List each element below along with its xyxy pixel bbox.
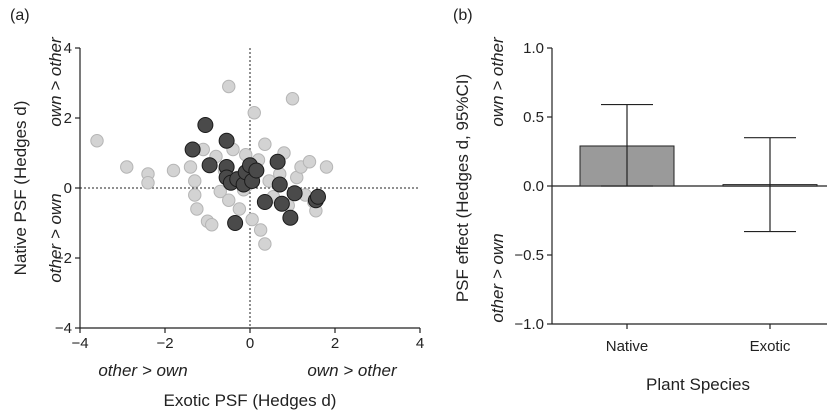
bar-tick-labels: 1.0 0.5 0.0 −0.5 −1.0 Native Exotic — [514, 40, 791, 355]
scatter-point-dark — [248, 162, 265, 179]
scatter-point-dark — [271, 176, 288, 193]
bar-y-tick-label: 1.0 — [523, 40, 544, 57]
scatter-x-tick-label: 0 — [246, 335, 254, 352]
scatter-point-light — [183, 160, 198, 174]
scatter-point-light — [319, 160, 334, 174]
panel-a-label: (a) — [10, 7, 30, 24]
bar-category-label: Exotic — [750, 338, 791, 355]
bar-y-neg-annotation: other > own — [488, 233, 507, 322]
scatter-x-tick-label: 2 — [331, 335, 339, 352]
scatter-y-tick-label: −2 — [55, 250, 72, 267]
scatter-point-light — [222, 193, 236, 207]
bar-panel: (b) 1.0 0.5 0.0 −0.5 −1.0 Native Exotic Plant … — [453, 7, 827, 394]
scatter-point-light — [253, 223, 268, 237]
bar-y-tick-label: −0.5 — [514, 247, 544, 264]
scatter-point-light — [205, 218, 219, 232]
scatter-y-tick-label: −4 — [55, 320, 72, 337]
bar-axes — [547, 47, 827, 329]
scatter-x-axis-label: Exotic PSF (Hedges d) — [164, 391, 337, 410]
scatter-panel: (a) −4 −2 0 2 4 4 2 0 −2 −4 Exotic PSF (Hedges d)… — [10, 7, 424, 410]
scatter-y-tick-label: 2 — [64, 110, 72, 127]
scatter-y-tick-label: 4 — [64, 40, 72, 57]
bar-x-axis-label: Plant Species — [646, 375, 750, 394]
scatter-point-dark — [197, 117, 214, 133]
scatter-point-dark — [310, 188, 326, 205]
bars — [579, 103, 818, 233]
scatter-x-pos-annotation: own > other — [307, 361, 398, 380]
bar-y-tick-label: 0.0 — [523, 178, 544, 195]
scatter-point-dark — [269, 153, 286, 170]
scatter-point-light — [247, 106, 261, 120]
scatter-x-neg-annotation: other > own — [98, 361, 187, 380]
scatter-point-light — [141, 176, 155, 190]
scatter-point-light — [188, 174, 202, 188]
scatter-point-dark — [273, 195, 290, 212]
scatter-point-light — [232, 202, 247, 216]
scatter-x-tick-label: 4 — [416, 335, 424, 352]
scatter-point-light — [166, 163, 181, 178]
scatter-point-light — [245, 212, 259, 227]
scatter-point-light — [222, 79, 236, 94]
bar-y-axis-label: PSF effect (Hedges d, 95%CI) — [453, 74, 472, 302]
scatter-point-dark — [201, 157, 218, 174]
scatter-point-light — [190, 202, 204, 216]
scatter-point-light — [258, 237, 272, 251]
scatter-point-dark — [184, 141, 201, 158]
scatter-points — [90, 79, 334, 251]
bar-category-label: Native — [606, 338, 649, 355]
scatter-point-dark — [256, 194, 273, 210]
bar-y-tick-label: −1.0 — [514, 316, 544, 333]
scatter-point-light — [120, 160, 134, 174]
panel-b-label: (b) — [453, 7, 473, 24]
scatter-point-dark — [282, 209, 299, 226]
scatter-point-dark — [286, 185, 303, 202]
scatter-x-tick-label: −4 — [71, 335, 88, 352]
scatter-y-neg-annotation: other > own — [46, 193, 65, 282]
scatter-point-dark — [227, 215, 244, 231]
scatter-point-light — [302, 155, 317, 169]
bar-y-pos-annotation: own > other — [488, 36, 507, 127]
scatter-point-light — [188, 188, 202, 202]
scatter-point-light — [213, 184, 227, 199]
scatter-y-pos-annotation: own > other — [46, 36, 65, 127]
scatter-tick-labels: −4 −2 0 2 4 4 2 0 −2 −4 — [55, 40, 424, 352]
scatter-point-light — [90, 134, 104, 148]
scatter-x-tick-label: −2 — [156, 335, 173, 352]
scatter-point-light — [258, 137, 272, 151]
bar-y-tick-label: 0.5 — [523, 109, 544, 126]
scatter-point-dark — [218, 132, 235, 149]
scatter-y-axis-label: Native PSF (Hedges d) — [11, 101, 30, 276]
scatter-point-light — [285, 92, 300, 106]
scatter-y-tick-label: 0 — [64, 180, 72, 197]
